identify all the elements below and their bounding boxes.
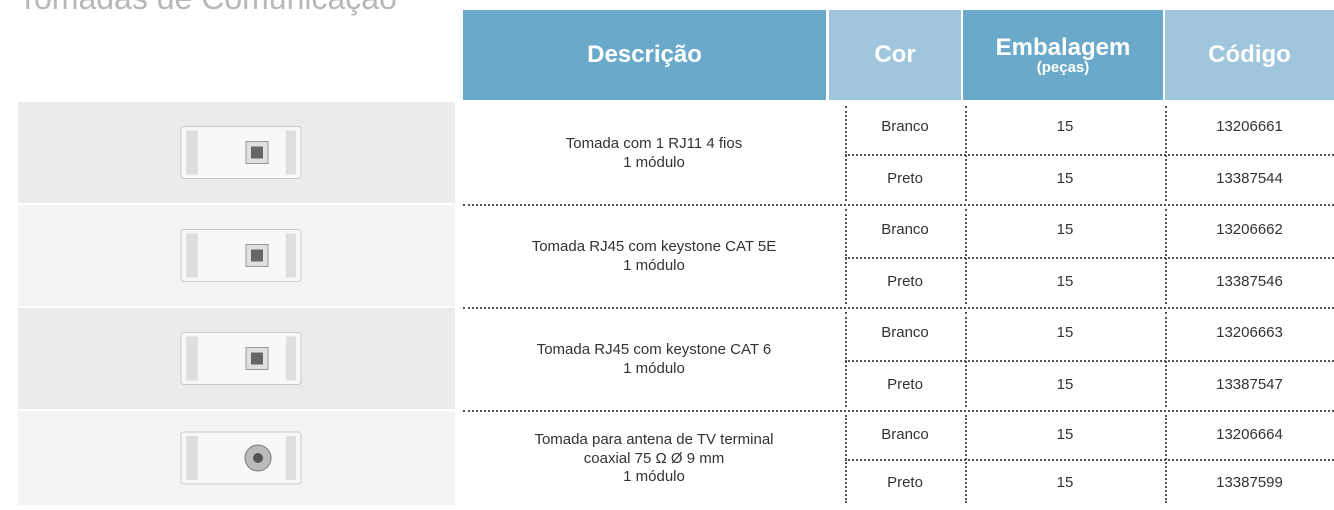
header-text: Código [1208, 41, 1291, 68]
color-cell: Branco [881, 221, 929, 239]
description-line: coaxial 75 Ω Ø 9 mm [583, 449, 725, 467]
code-cell: 13387599 [1216, 473, 1283, 491]
row-divider [463, 204, 1334, 206]
code-cell: 13387547 [1216, 375, 1283, 393]
description-line: Tomada RJ45 com keystone CAT 5E [531, 237, 777, 255]
qty-cell: 15 [1056, 425, 1074, 443]
column-divider [965, 209, 967, 304]
color-cell: Preto [887, 473, 923, 491]
header-description: Descrição [463, 10, 826, 100]
qty-cell: 15 [1056, 324, 1074, 342]
subrow-divider [845, 256, 1334, 259]
header-text: Cor [874, 41, 916, 68]
subrow-divider [845, 153, 1334, 156]
color-cell: Branco [881, 425, 929, 443]
module-icon [180, 431, 302, 485]
color-cell: Preto [887, 169, 923, 187]
header-text: Descrição [587, 41, 702, 68]
header-unit: (peças) [1036, 58, 1090, 76]
qty-cell: 15 [1056, 375, 1074, 393]
module-icon [180, 229, 302, 282]
description-line: Tomada para antena de TV terminal [534, 430, 774, 448]
description-line: Tomada com 1 RJ11 4 fios [565, 134, 743, 152]
color-cell: Preto [887, 272, 923, 290]
product-image [18, 205, 455, 306]
product-image [18, 411, 455, 505]
module-icon [180, 332, 302, 385]
column-divider [1165, 312, 1167, 407]
column-divider [845, 106, 847, 201]
column-divider [965, 312, 967, 407]
color-cell: Preto [887, 375, 923, 393]
column-divider [845, 312, 847, 407]
qty-cell: 15 [1056, 221, 1074, 239]
code-cell: 13206662 [1216, 221, 1283, 239]
subrow-divider [845, 359, 1334, 362]
column-divider [1165, 415, 1167, 503]
code-cell: 13387544 [1216, 169, 1283, 187]
product-image [18, 102, 455, 203]
page-title: Tomadas de Comunicação [18, 0, 397, 17]
header-package: Embalagem (peças) [963, 10, 1163, 100]
code-cell: 13206664 [1216, 425, 1283, 443]
description-line: 1 módulo [623, 468, 685, 486]
column-divider [1165, 209, 1167, 304]
product-image [18, 308, 455, 409]
description-line: 1 módulo [623, 359, 685, 377]
description-line: 1 módulo [623, 153, 685, 171]
qty-cell: 15 [1056, 118, 1074, 136]
header-code: Código [1165, 10, 1334, 100]
color-cell: Branco [881, 118, 929, 136]
qty-cell: 15 [1056, 272, 1074, 290]
qty-cell: 15 [1056, 169, 1074, 187]
column-divider [845, 415, 847, 503]
column-divider [845, 209, 847, 304]
description-cell: Tomada com 1 RJ11 4 fios 1 módulo [463, 102, 845, 205]
header-color: Cor [829, 10, 961, 100]
color-cell: Branco [881, 324, 929, 342]
code-cell: 13206663 [1216, 324, 1283, 342]
subrow-divider [845, 459, 1334, 461]
code-cell: 13387546 [1216, 272, 1283, 290]
description-cell: Tomada para antena de TV terminal coaxial… [463, 411, 845, 507]
column-divider [965, 106, 967, 201]
column-divider [965, 415, 967, 503]
module-icon [180, 126, 302, 179]
code-cell: 13206661 [1216, 118, 1283, 136]
description-line: Tomada RJ45 com keystone CAT 6 [536, 340, 772, 358]
row-divider [463, 410, 1334, 412]
header-text: Embalagem [995, 33, 1131, 61]
description-line: 1 módulo [623, 256, 685, 274]
row-divider [463, 307, 1334, 309]
qty-cell: 15 [1056, 473, 1074, 491]
column-divider [1165, 106, 1167, 201]
description-cell: Tomada RJ45 com keystone CAT 5E 1 módulo [463, 205, 845, 308]
